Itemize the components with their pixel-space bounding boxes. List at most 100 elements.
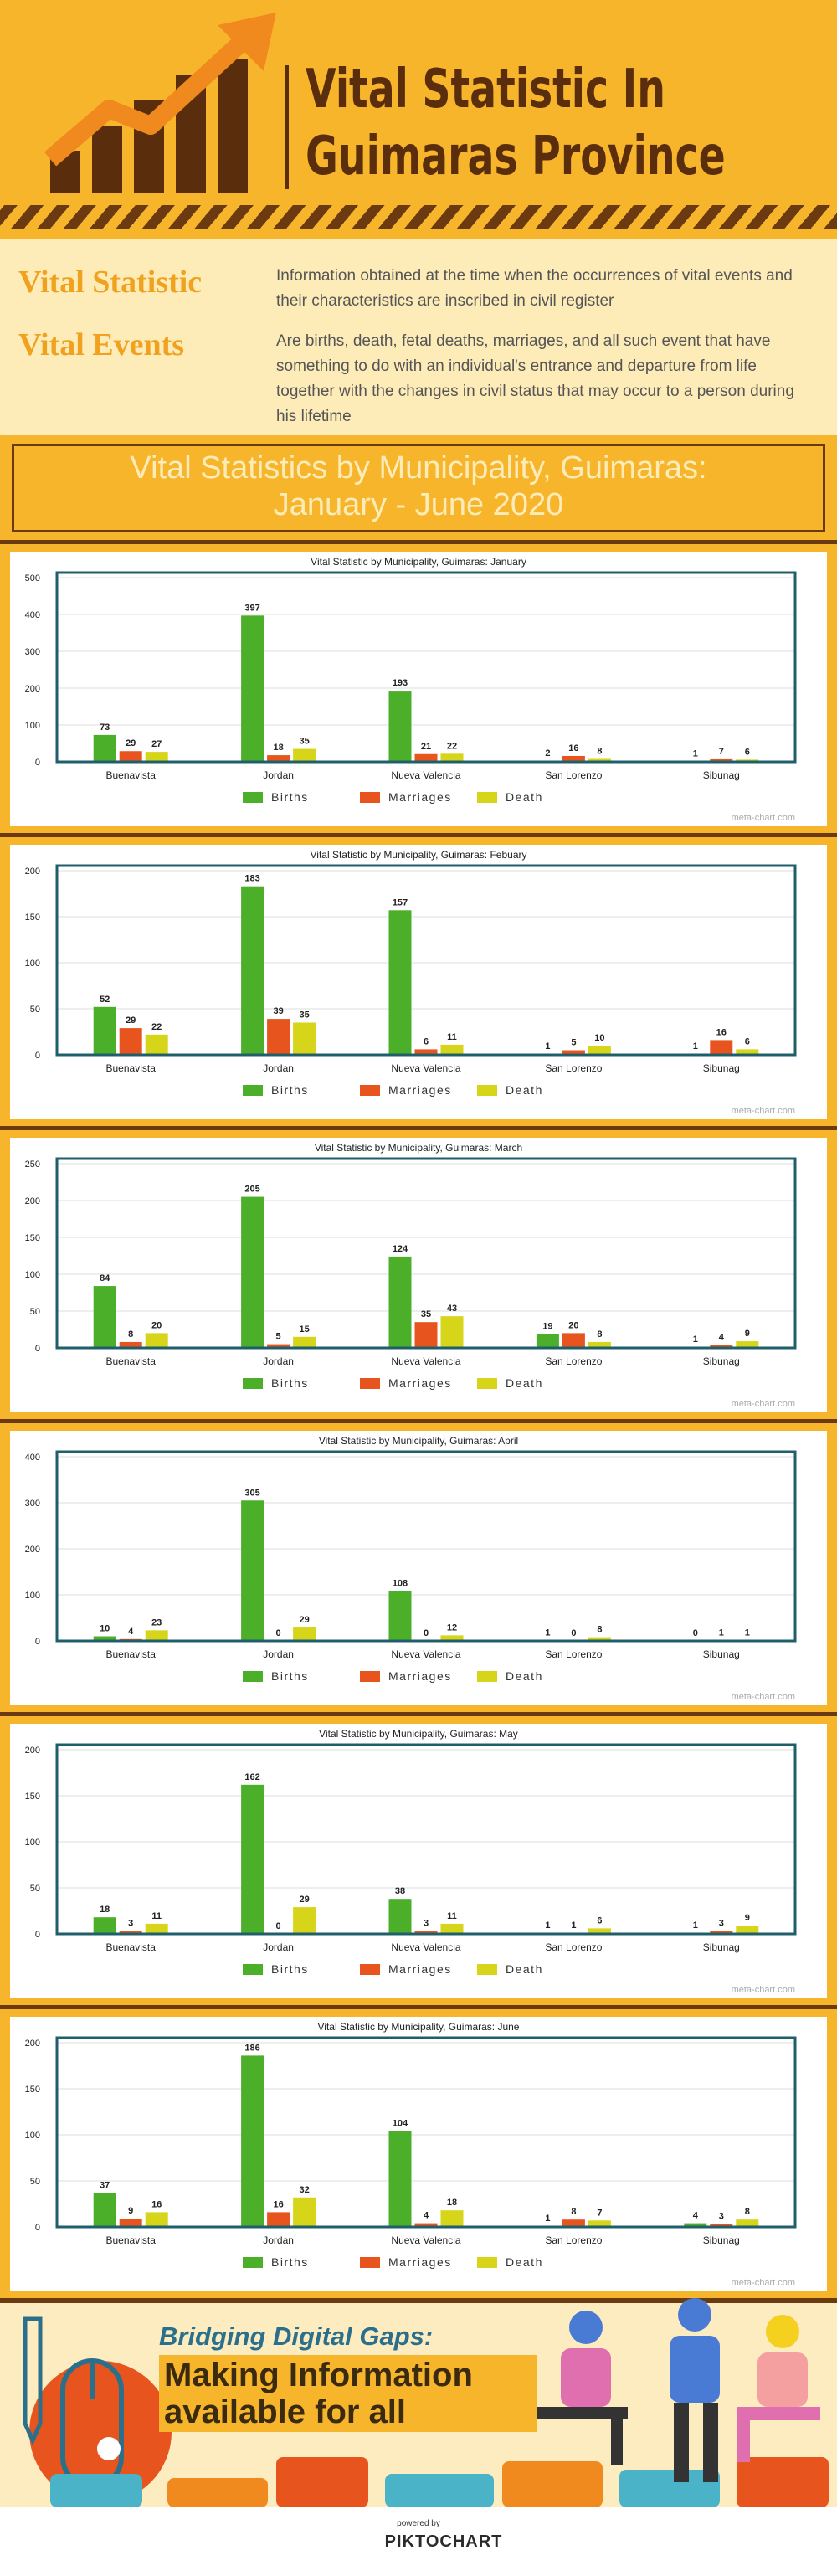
panel (10, 1431, 827, 1705)
value-label: 29 (299, 1615, 309, 1625)
bar (119, 1931, 142, 1934)
value-label: 11 (447, 1911, 457, 1921)
tagline: Bridging Digital Gaps: (159, 2321, 434, 2351)
y-tick-label: 200 (25, 2039, 40, 2049)
legend-label: Marriages (388, 1083, 452, 1097)
headline: Making Information available for all (159, 2355, 537, 2432)
chart-title: Vital Statistic by Municipality, Guimara… (315, 1142, 522, 1154)
legend-swatch (243, 792, 263, 803)
definition: Information obtained at the time when th… (276, 267, 793, 310)
value-label: 18 (273, 743, 283, 753)
bar (293, 748, 316, 762)
y-tick-label: 100 (25, 1838, 40, 1848)
bar (293, 1627, 316, 1641)
value-label: 52 (100, 995, 110, 1005)
chart: Vital Statistic by Municipality, Guimara… (0, 1126, 837, 1419)
value-label: 3 (719, 1919, 724, 1929)
value-label: 10 (100, 1624, 110, 1634)
legend-swatch (243, 1085, 263, 1096)
value-label: 27 (151, 739, 162, 749)
value-label: 16 (716, 1027, 727, 1037)
bar (562, 755, 585, 762)
y-tick-label: 300 (25, 1499, 40, 1509)
bar (93, 1286, 116, 1348)
y-tick-label: 50 (30, 2177, 40, 2187)
value-label: 1 (719, 1627, 724, 1638)
bar (93, 1636, 116, 1641)
value-label: 6 (745, 1036, 750, 1046)
banner: Vital Statistics by Municipality, Guimar… (12, 444, 825, 532)
bar (93, 734, 116, 762)
value-label: 4 (719, 1332, 725, 1342)
y-tick-label: 150 (25, 1792, 40, 1802)
value-label: 0 (276, 1921, 281, 1931)
x-tick-label: Sibunag (703, 1355, 740, 1367)
legend-swatch (243, 1671, 263, 1682)
y-tick-label: 50 (30, 1005, 40, 1015)
bar (414, 753, 438, 762)
value-label: 205 (244, 1185, 259, 1195)
title: Vital Statistic In (306, 59, 665, 121)
value-label: 16 (151, 2199, 162, 2209)
chart-title: Vital Statistic by Municipality, Guimara… (319, 1435, 518, 1447)
x-tick-label: Buenavista (106, 1648, 157, 1660)
value-label: 37 (100, 2180, 110, 2190)
y-tick-label: 500 (25, 573, 40, 584)
bar (736, 2219, 759, 2227)
x-tick-label: Buenavista (106, 1355, 157, 1367)
bar (93, 1917, 116, 1934)
y-tick-label: 0 (35, 1637, 40, 1647)
value-label: 9 (745, 1329, 750, 1339)
legend-swatch (360, 1671, 380, 1682)
value-label: 35 (421, 1309, 431, 1319)
bar (414, 2223, 438, 2227)
bar (710, 1040, 733, 1055)
x-tick-label: Buenavista (106, 2234, 157, 2246)
y-tick-label: 100 (25, 2131, 40, 2141)
legend-swatch (360, 2257, 380, 2268)
x-tick-label: Buenavista (106, 1062, 157, 1074)
x-tick-label: Sibunag (703, 1062, 740, 1074)
bar (588, 1046, 611, 1055)
value-label: 8 (597, 1625, 602, 1635)
value-label: 38 (395, 1886, 405, 1896)
x-tick-label: Sibunag (703, 1941, 740, 1953)
powered-by: powered by (397, 2519, 440, 2528)
bar (562, 2219, 585, 2227)
value-label: 29 (299, 1895, 309, 1905)
bar (119, 751, 142, 762)
footer: Bridging Digital Gaps: Making Informatio… (0, 2298, 837, 2576)
x-tick-label: Jordan (263, 1355, 294, 1367)
legend-label: Births (271, 1669, 309, 1683)
legend-label: Births (271, 1962, 309, 1976)
term: Vital Events (18, 327, 185, 362)
value-label: 35 (299, 1010, 309, 1021)
chart-title: Vital Statistic by Municipality, Guimara… (319, 1728, 518, 1740)
value-label: 84 (100, 1273, 110, 1283)
value-label: 1 (545, 1920, 550, 1931)
value-label: 4 (424, 2211, 429, 2221)
y-tick-label: 300 (25, 647, 40, 657)
value-label: 21 (421, 742, 431, 752)
x-tick-label: San Lorenzo (545, 1648, 602, 1660)
legend-label: Death (506, 2255, 543, 2269)
bar (145, 1630, 168, 1641)
legend-swatch (477, 792, 497, 803)
plot-border (55, 1157, 797, 1350)
footer-art (0, 2298, 837, 2507)
bar (145, 1034, 168, 1055)
separator (0, 833, 837, 837)
bar (293, 1022, 316, 1055)
bar (710, 1931, 733, 1934)
x-tick-label: Nueva Valencia (391, 769, 460, 781)
bar (145, 2212, 168, 2227)
brand: PIKTOCHART (384, 2532, 503, 2551)
value-label: 186 (244, 2043, 259, 2053)
bar (93, 2193, 116, 2227)
value-label: 183 (244, 874, 259, 884)
bar (388, 691, 412, 762)
value-label: 5 (571, 1038, 576, 1048)
value-label: 16 (273, 2199, 283, 2209)
value-label: 3 (424, 1919, 429, 1929)
